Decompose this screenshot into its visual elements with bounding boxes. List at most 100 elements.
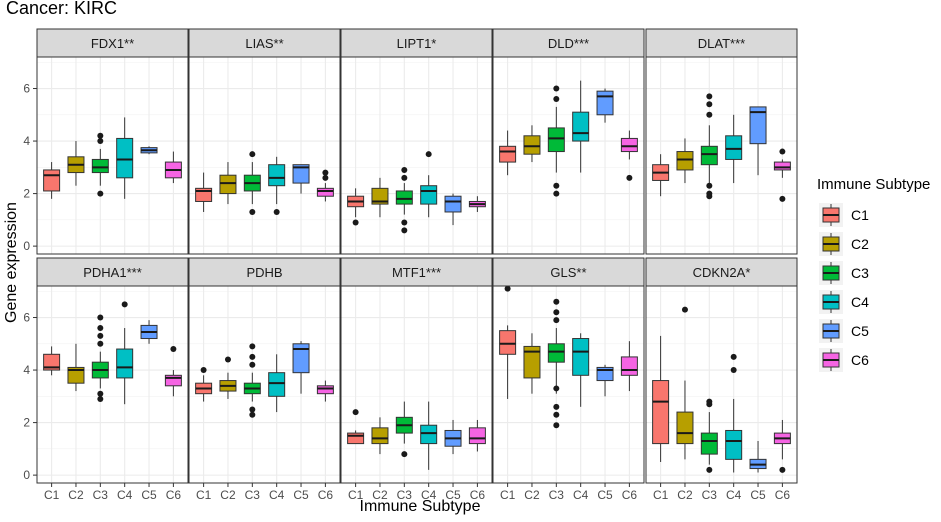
- outlier-point: [553, 403, 560, 410]
- facet-title: CDKN2A*: [693, 265, 751, 280]
- facet-title: LIPT1*: [397, 36, 437, 51]
- box-body: [116, 137, 134, 179]
- box-body: [420, 185, 438, 205]
- panel-background: [341, 286, 492, 483]
- panel-background: [646, 286, 797, 483]
- panel-background: [646, 57, 797, 254]
- x-tick-label: C6: [166, 488, 182, 502]
- boxplot-c4: [572, 80, 590, 173]
- outlier-point: [97, 138, 104, 145]
- box-body: [620, 356, 638, 376]
- x-tick-label: C4: [269, 488, 285, 502]
- facet-title: MTF1***: [392, 265, 441, 280]
- y-tick-label: 0: [23, 468, 30, 482]
- boxplot-c1: [195, 172, 213, 212]
- boxplot-c5: [749, 106, 767, 176]
- facet-panel: DLAT***: [645, 28, 798, 255]
- boxplot-c1: [43, 162, 61, 199]
- x-tick-label: C2: [220, 488, 236, 502]
- outlier-point: [401, 451, 408, 458]
- boxplot-c3: [91, 314, 109, 402]
- outlier-point: [249, 151, 256, 158]
- boxplot-c3: [700, 398, 718, 473]
- panel-border: [36, 56, 189, 255]
- legend-label: C1: [851, 207, 869, 223]
- x-tick-label: C4: [421, 488, 437, 502]
- panel-background: [341, 57, 492, 254]
- box-body: [219, 174, 237, 195]
- boxplot-c4: [725, 353, 743, 473]
- boxplot-c3: [243, 343, 261, 418]
- outlier-point: [249, 343, 256, 350]
- panel-border: [492, 285, 645, 484]
- boxplot-c5: [444, 419, 462, 455]
- x-tick-label: C1: [500, 488, 516, 502]
- outlier-point: [553, 298, 560, 305]
- facet-strip: [36, 257, 189, 287]
- boxplot-c2: [67, 343, 85, 392]
- box-body: [292, 164, 310, 184]
- outlier-point: [97, 332, 104, 339]
- outlier-point: [249, 361, 256, 368]
- box-body: [395, 190, 413, 205]
- legend-label: C3: [851, 265, 869, 281]
- facet-title: PDHA1***: [83, 265, 142, 280]
- facet-strip: [492, 28, 645, 58]
- facet-strip: [188, 257, 341, 287]
- facet-strip: [645, 257, 798, 287]
- outlier-point: [553, 317, 560, 324]
- box-body: [91, 158, 109, 174]
- outlier-point: [97, 132, 104, 139]
- box-body: [652, 380, 670, 445]
- boxplot-c6: [620, 130, 638, 181]
- chart-title: Cancer: KIRC: [6, 0, 118, 18]
- box-body: [371, 427, 389, 445]
- box-body: [67, 366, 85, 384]
- x-tick-label: C1: [653, 488, 669, 502]
- outlier-point: [224, 356, 231, 363]
- boxplot-c3: [700, 93, 718, 200]
- x-tick-label: C2: [524, 488, 540, 502]
- box-body: [676, 411, 694, 445]
- facet-panel: FDX1** 0 2 4 6: [23, 28, 189, 255]
- panel-border: [36, 285, 189, 484]
- boxplot-c2: [67, 141, 85, 186]
- x-tick-label: C5: [750, 488, 766, 502]
- outlier-point: [273, 208, 280, 215]
- boxplot-c4: [116, 117, 134, 199]
- boxplot-c1: [499, 130, 517, 176]
- box-body: [523, 135, 541, 155]
- box-body: [572, 338, 590, 376]
- boxplot-c5: [444, 193, 462, 226]
- x-tick-label: C3: [549, 488, 565, 502]
- panel-border: [340, 285, 493, 484]
- x-tick-label: C5: [597, 488, 613, 502]
- box-body: [596, 90, 614, 116]
- outlier-point: [121, 301, 128, 308]
- outlier-point: [706, 111, 713, 118]
- panel-border: [188, 285, 341, 484]
- outlier-point: [401, 219, 408, 226]
- boxplot-c2: [219, 162, 237, 205]
- facet-strip: [645, 28, 798, 58]
- boxplot-c1: [195, 367, 213, 402]
- facet-panel: LIAS**: [188, 28, 341, 255]
- y-tick-label: 2: [23, 416, 30, 430]
- boxplot-c3: [547, 298, 565, 429]
- boxplot-c2: [676, 138, 694, 184]
- box-body: [547, 127, 565, 153]
- facet-panel: PDHB C1 C2 C3 C4 C5 C6: [188, 257, 341, 502]
- x-tick-label: C6: [622, 488, 638, 502]
- outlier-point: [730, 353, 737, 360]
- x-tick-label: C4: [117, 488, 133, 502]
- box-body: [292, 343, 310, 374]
- y-tick-label: 4: [23, 363, 30, 377]
- outlier-point: [97, 190, 104, 197]
- box-body: [116, 348, 134, 379]
- legend-title: Immune Subtype: [817, 176, 931, 193]
- box-body: [316, 187, 334, 197]
- y-tick-label: 6: [23, 82, 30, 96]
- boxplot-c1: [652, 335, 670, 462]
- box-body: [725, 135, 743, 160]
- outlier-point: [249, 353, 256, 360]
